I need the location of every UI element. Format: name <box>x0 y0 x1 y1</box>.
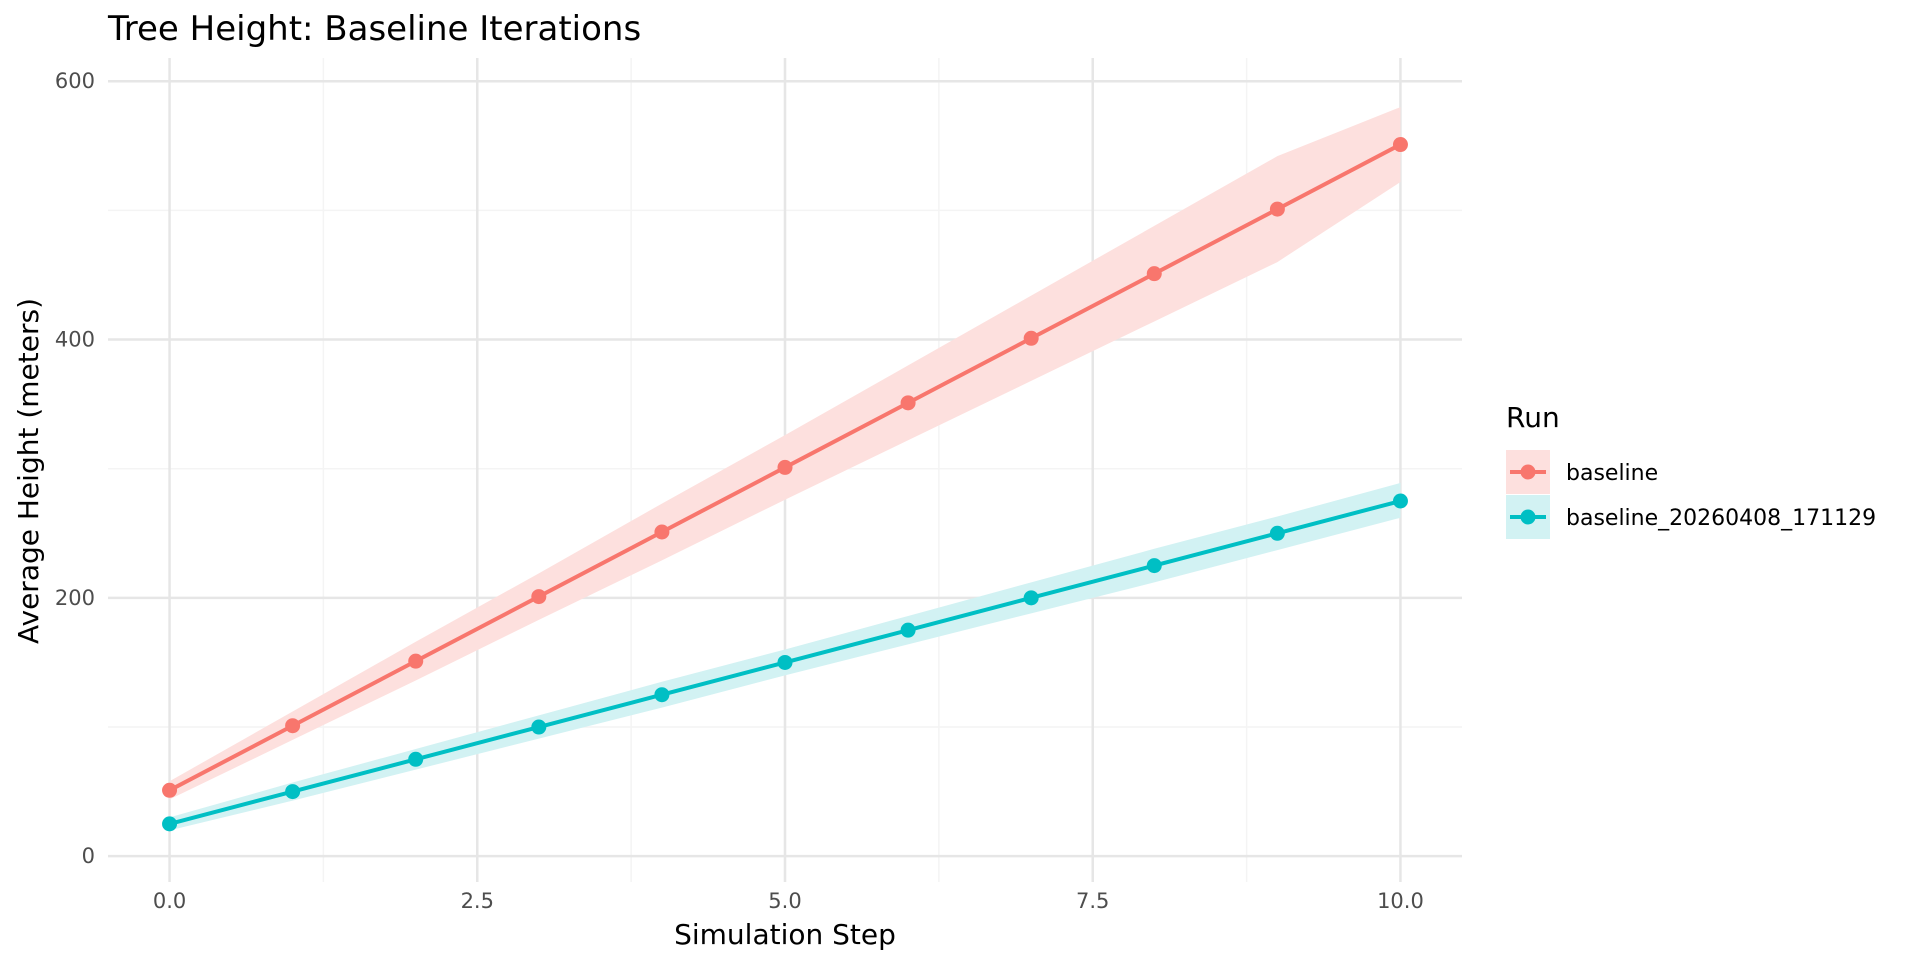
legend-title: Run <box>1506 401 1560 434</box>
legend: Run baseline baseline_20260408_171129 <box>1506 401 1876 539</box>
series-0-point <box>777 459 793 475</box>
series-1-point <box>162 816 178 832</box>
series-0-point <box>900 395 916 411</box>
series-0-point <box>654 524 670 540</box>
series-1-point <box>1146 558 1162 574</box>
series-1-point <box>1023 590 1039 606</box>
series-0-point <box>1146 266 1162 282</box>
y-tick-label: 0 <box>82 844 95 868</box>
legend-items: baseline baseline_20260408_171129 <box>1506 450 1876 539</box>
series-1-point <box>654 687 670 703</box>
chart-title: Tree Height: Baseline Iterations <box>107 9 641 49</box>
legend-key-point <box>1520 464 1536 480</box>
series-0-point <box>408 653 424 669</box>
series-1-point <box>900 622 916 638</box>
series-1-point <box>1392 493 1408 509</box>
y-axis-title: Average Height (meters) <box>12 298 45 644</box>
legend-key-point <box>1520 509 1536 525</box>
y-tick-label: 400 <box>55 328 95 352</box>
series-points <box>162 137 1408 832</box>
y-tick-label: 600 <box>55 69 95 93</box>
legend-label: baseline <box>1566 461 1658 486</box>
x-tick-label: 7.5 <box>1076 889 1109 913</box>
x-tick-label: 10.0 <box>1377 889 1424 913</box>
series-1-point <box>285 784 301 800</box>
series-1-point <box>777 654 793 670</box>
y-tick-label: 200 <box>55 586 95 610</box>
series-1-point <box>531 719 547 735</box>
x-tick-label: 2.5 <box>461 889 494 913</box>
series-0-point <box>1269 201 1285 217</box>
series-0-point <box>531 589 547 605</box>
x-tick-label: 0.0 <box>153 889 186 913</box>
series-0-point <box>1392 137 1408 153</box>
x-tick-label: 5.0 <box>768 889 801 913</box>
series-0-confidence-band <box>169 107 1401 800</box>
legend-label: baseline_20260408_171129 <box>1566 506 1876 531</box>
series-0-point <box>162 782 178 798</box>
axis-labels: 0.0 2.5 5.0 7.5 10.0 0 200 400 600 <box>55 69 1424 913</box>
series-1-point <box>408 751 424 767</box>
series-0-point <box>285 718 301 734</box>
x-axis-title: Simulation Step <box>674 918 896 951</box>
series-1-point <box>1269 525 1285 541</box>
series-0-point <box>1023 330 1039 346</box>
legend-item-1: baseline_20260408_171129 <box>1506 495 1876 539</box>
legend-item-0: baseline <box>1506 450 1658 494</box>
